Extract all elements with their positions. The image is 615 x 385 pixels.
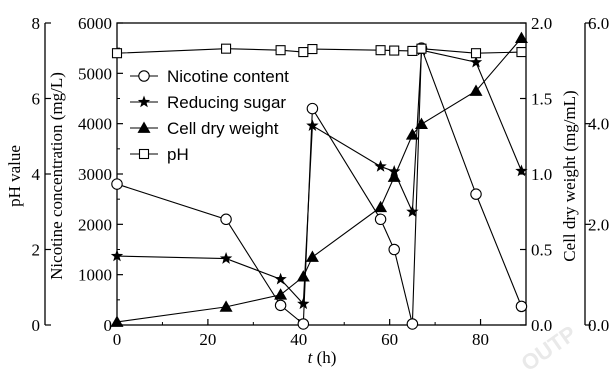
series-ph: [111, 43, 527, 59]
legend-marker: [137, 121, 151, 133]
data-point: [219, 300, 233, 312]
ph-tick-label: 0: [32, 316, 41, 335]
nicotine-tick-label: 1000: [78, 266, 112, 285]
data-point: [516, 47, 527, 58]
series-cell-dry-weight: [110, 31, 528, 327]
data-point: [220, 213, 232, 226]
data-point: [416, 43, 427, 54]
x-tick-label: 20: [199, 330, 216, 349]
data-point: [374, 159, 387, 172]
data-point: [306, 102, 319, 115]
cdw-tick-label: 1.5: [531, 90, 552, 109]
sugar-tick-label: 0.0: [588, 316, 609, 335]
data-point: [111, 178, 123, 190]
data-point: [514, 31, 528, 43]
legend-marker: [138, 148, 150, 160]
nicotine-tick-label: 6000: [78, 14, 112, 33]
data-point: [515, 300, 528, 313]
ph-tick-label: 4: [32, 165, 41, 184]
cdw-axis-title: Cell dry weight (mg/mL): [560, 90, 579, 261]
x-tick-label: 40: [290, 330, 307, 349]
data-point: [111, 48, 123, 59]
series-line: [116, 48, 522, 54]
x-axis-title-var: t: [308, 348, 314, 367]
data-point: [375, 45, 386, 56]
x-tick-label: 80: [472, 330, 489, 349]
legend-label: Reducing sugar: [167, 93, 286, 112]
data-point: [110, 249, 124, 262]
data-point: [405, 128, 419, 140]
legend-marker: [137, 95, 151, 108]
data-point: [374, 213, 387, 226]
legend-label: pH: [167, 145, 189, 164]
nicotine-tick-label: 2000: [78, 215, 112, 234]
x-axis-title: t (h): [308, 348, 337, 367]
cdw-tick-label: 1.0: [531, 165, 552, 184]
axis-ticks: 0 20 40 60 800246801000200030004000500060000…: [32, 14, 610, 349]
legend-label: Nicotine content: [167, 67, 289, 86]
legend-item: Cell dry weight: [130, 119, 279, 138]
ph-tick-label: 6: [32, 90, 41, 109]
data-point: [470, 48, 482, 59]
data-point: [406, 205, 419, 218]
data-point: [470, 188, 482, 200]
data-point: [296, 270, 310, 282]
data-point: [388, 243, 400, 256]
data-point: [469, 84, 483, 96]
cdw-tick-label: 2.0: [531, 14, 552, 33]
data-point: [297, 297, 310, 310]
data-point: [298, 47, 309, 58]
data-point: [307, 43, 318, 55]
legend-label: Cell dry weight: [167, 119, 279, 138]
data-point: [305, 250, 319, 262]
legend-marker: [138, 70, 150, 82]
nicotine-tick-label: 3000: [78, 165, 112, 184]
data-point: [110, 315, 124, 327]
data-point: [406, 318, 419, 330]
nicotine-axis-title: Nicotine concentration (mg/L): [47, 72, 66, 280]
data-point: [219, 252, 233, 264]
legend: Nicotine content Reducing sugar Cell dry w…: [130, 67, 289, 164]
sugar-tick-label: 4.0: [588, 115, 609, 134]
series-layer: [110, 31, 528, 330]
legend-item: Reducing sugar: [130, 93, 286, 112]
data-point: [469, 55, 483, 68]
data-point: [274, 272, 287, 285]
sugar-tick-label: 6.0: [588, 14, 609, 33]
x-axis-title-unit: (h): [312, 348, 336, 367]
cdw-tick-label: 0.5: [531, 241, 552, 260]
ph-axis-title: pH value: [5, 145, 24, 207]
legend-item: Nicotine content: [130, 67, 289, 86]
nicotine-tick-label: 5000: [78, 64, 112, 83]
sugar-tick-label: 2.0: [588, 215, 609, 234]
data-point: [221, 43, 232, 54]
legend-item: pH: [130, 145, 189, 164]
nicotine-tick-label: 4000: [78, 115, 112, 134]
data-point: [374, 200, 388, 213]
x-tick-label: 0: [113, 330, 122, 349]
data-point: [274, 299, 287, 312]
x-tick-label: 60: [381, 330, 398, 349]
data-point: [407, 45, 418, 56]
data-point: [389, 45, 400, 56]
ph-tick-label: 8: [32, 14, 41, 33]
series-line: [116, 47, 522, 326]
series-line: [116, 49, 522, 306]
data-point: [387, 170, 401, 182]
data-point: [414, 117, 428, 130]
data-point: [274, 288, 288, 300]
nicotine-tick-label: 0: [104, 316, 113, 335]
cdw-tick-label: 0.0: [531, 316, 552, 335]
data-point: [275, 45, 286, 56]
data-point: [297, 318, 310, 330]
data-point: [306, 119, 319, 131]
data-point: [515, 164, 528, 177]
ph-tick-label: 2: [32, 241, 41, 260]
